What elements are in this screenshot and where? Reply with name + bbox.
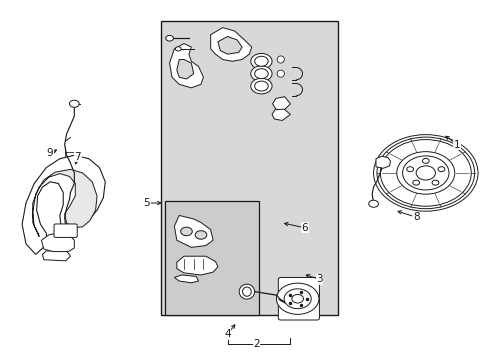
Circle shape	[254, 69, 267, 78]
Circle shape	[431, 180, 438, 185]
Polygon shape	[271, 109, 290, 121]
Circle shape	[195, 231, 206, 239]
Polygon shape	[218, 36, 242, 54]
Polygon shape	[41, 233, 74, 252]
Circle shape	[412, 180, 419, 185]
Bar	[164, 201, 259, 315]
Text: 1: 1	[453, 140, 460, 149]
Polygon shape	[177, 256, 218, 275]
Polygon shape	[42, 251, 70, 261]
Circle shape	[368, 200, 378, 207]
Polygon shape	[375, 156, 390, 168]
Circle shape	[254, 81, 267, 91]
Circle shape	[406, 167, 413, 172]
Circle shape	[250, 78, 271, 94]
Circle shape	[165, 35, 173, 41]
Polygon shape	[174, 275, 198, 283]
Text: 8: 8	[412, 212, 419, 222]
Circle shape	[180, 227, 192, 236]
Circle shape	[402, 156, 448, 190]
Polygon shape	[210, 28, 251, 61]
Bar	[161, 21, 337, 315]
Ellipse shape	[242, 287, 251, 296]
Text: 3: 3	[315, 274, 322, 284]
Polygon shape	[272, 97, 290, 111]
Text: 4: 4	[224, 329, 230, 339]
Circle shape	[175, 47, 181, 51]
Circle shape	[291, 294, 303, 303]
FancyBboxPatch shape	[278, 278, 319, 320]
Polygon shape	[177, 59, 193, 79]
Text: 5: 5	[143, 198, 150, 208]
Text: 9: 9	[47, 148, 53, 158]
Ellipse shape	[239, 284, 254, 299]
Circle shape	[254, 56, 267, 66]
Circle shape	[276, 283, 318, 314]
Text: 7: 7	[74, 152, 81, 162]
Text: 6: 6	[301, 223, 307, 233]
Circle shape	[422, 158, 428, 163]
Circle shape	[284, 289, 310, 309]
Circle shape	[250, 66, 271, 81]
Circle shape	[396, 152, 454, 194]
Circle shape	[69, 100, 79, 107]
Polygon shape	[169, 44, 203, 88]
Circle shape	[250, 54, 271, 69]
Ellipse shape	[277, 56, 284, 63]
FancyBboxPatch shape	[54, 224, 77, 238]
Text: 2: 2	[253, 339, 259, 349]
Circle shape	[415, 166, 435, 180]
Polygon shape	[33, 169, 97, 237]
Circle shape	[437, 167, 444, 172]
Circle shape	[373, 135, 477, 211]
Ellipse shape	[277, 70, 284, 77]
Polygon shape	[174, 215, 213, 247]
Polygon shape	[22, 155, 105, 255]
